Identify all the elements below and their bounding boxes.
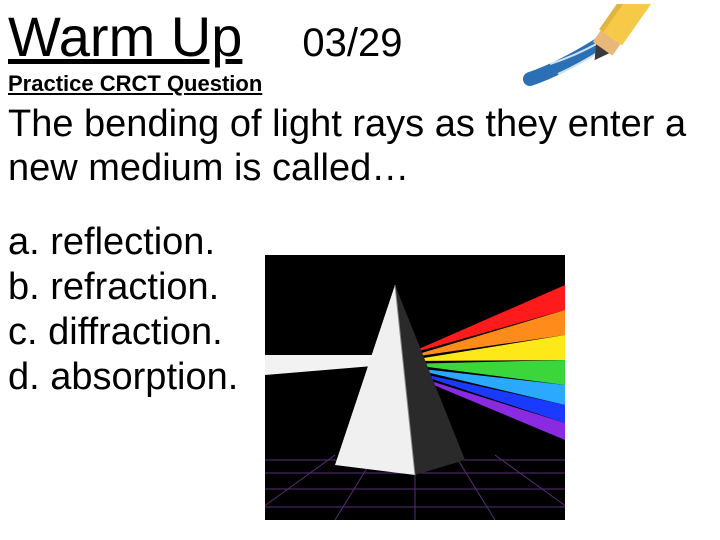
warm-up-title: Warm Up: [8, 4, 242, 69]
pencil-icon: [520, 4, 680, 94]
date-text: 03/29: [302, 21, 402, 66]
question-text: The bending of light rays as they enter …: [0, 101, 720, 190]
prism-image: [265, 255, 565, 520]
pencil-stroke: [530, 44, 600, 79]
